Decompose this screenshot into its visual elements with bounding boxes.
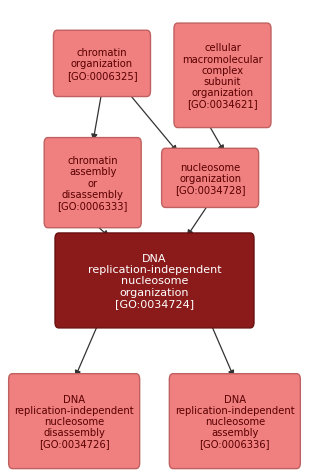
Text: DNA
replication-independent
nucleosome
disassembly
[GO:0034726]: DNA replication-independent nucleosome d… [14,394,134,448]
Text: chromatin
organization
[GO:0006325]: chromatin organization [GO:0006325] [67,48,137,80]
FancyBboxPatch shape [55,234,254,328]
Text: DNA
replication-independent
nucleosome
organization
[GO:0034724]: DNA replication-independent nucleosome o… [88,254,221,308]
FancyBboxPatch shape [174,24,271,129]
Text: nucleosome
organization
[GO:0034728]: nucleosome organization [GO:0034728] [175,162,245,195]
Text: chromatin
assembly
or
disassembly
[GO:0006333]: chromatin assembly or disassembly [GO:00… [57,156,128,210]
FancyBboxPatch shape [53,31,150,98]
FancyBboxPatch shape [44,138,141,228]
FancyBboxPatch shape [169,374,300,468]
Text: DNA
replication-independent
nucleosome
assembly
[GO:0006336]: DNA replication-independent nucleosome a… [175,394,295,448]
FancyBboxPatch shape [162,149,259,208]
FancyBboxPatch shape [9,374,140,468]
Text: cellular
macromolecular
complex
subunit
organization
[GO:0034621]: cellular macromolecular complex subunit … [182,43,263,109]
